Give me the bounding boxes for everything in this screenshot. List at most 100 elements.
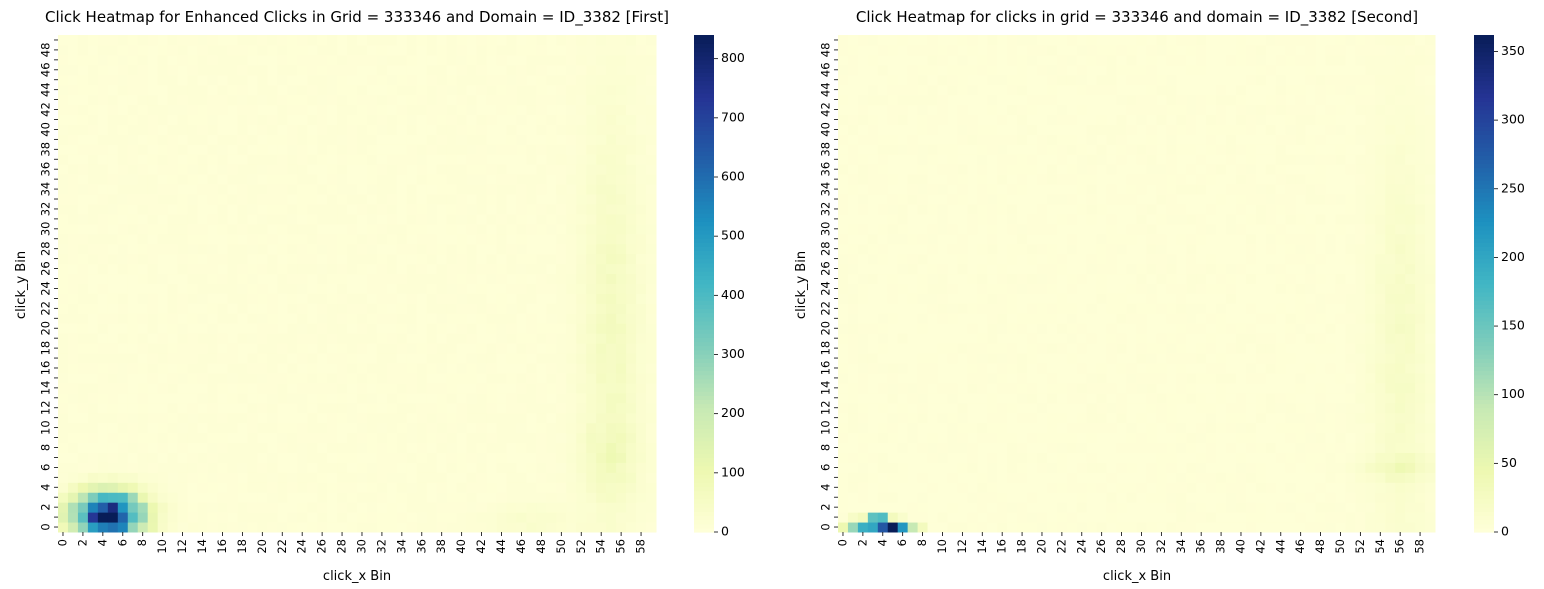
heatmap-cell <box>466 134 478 145</box>
heatmap-cell <box>357 283 368 294</box>
y-tick-label: 10 <box>39 420 53 435</box>
heatmap-cell <box>67 372 79 384</box>
heatmap-cell <box>317 392 328 404</box>
heatmap-cell <box>366 422 378 434</box>
heatmap-cell <box>907 243 919 255</box>
heatmap-cell <box>586 472 597 483</box>
heatmap-cell <box>917 273 929 284</box>
heatmap-cell <box>636 492 647 503</box>
heatmap-cell <box>386 243 398 255</box>
heatmap-cell <box>147 144 159 155</box>
heatmap-cell <box>77 283 89 294</box>
heatmap-cell <box>967 313 978 324</box>
heatmap-cell <box>556 213 567 225</box>
heatmap-cell <box>297 54 308 66</box>
heatmap-cell <box>556 472 567 483</box>
heatmap-cell <box>1315 482 1327 493</box>
heatmap-cell <box>646 303 657 314</box>
heatmap-cell <box>227 372 238 384</box>
heatmap-cell <box>997 402 1008 414</box>
heatmap-cell <box>307 233 318 245</box>
colorbar-segment <box>694 449 714 454</box>
heatmap-cell <box>1295 422 1307 434</box>
heatmap-cell <box>317 194 328 205</box>
heatmap-cell <box>237 184 248 195</box>
heatmap-cell <box>257 293 268 304</box>
heatmap-cell <box>97 104 109 116</box>
heatmap-cell <box>406 303 418 314</box>
heatmap-cell <box>436 194 448 205</box>
heatmap-cell <box>536 303 547 314</box>
heatmap-cell <box>187 512 199 523</box>
heatmap-cell <box>1146 382 1157 394</box>
heatmap-cell <box>347 184 358 195</box>
heatmap-cell <box>1315 502 1327 513</box>
heatmap-cell <box>207 323 218 334</box>
heatmap-cell <box>376 502 388 513</box>
heatmap-cell <box>327 243 338 255</box>
heatmap-cell <box>67 313 79 324</box>
heatmap-cell <box>838 392 849 404</box>
heatmap-cell <box>586 253 597 265</box>
colorbar-tick-label: 400 <box>721 287 745 302</box>
heatmap-cell <box>556 134 567 145</box>
heatmap-cell <box>957 452 968 463</box>
heatmap-cell <box>1106 353 1118 364</box>
colorbar-segment <box>694 287 714 293</box>
heatmap-cell <box>267 273 278 284</box>
heatmap-cell <box>366 54 378 66</box>
heatmap-cell <box>1295 462 1307 473</box>
heatmap-cell <box>506 35 517 46</box>
heatmap-cell <box>516 164 527 175</box>
heatmap-cell <box>1056 343 1068 354</box>
heatmap-cell <box>606 54 617 66</box>
heatmap-cell <box>526 412 537 424</box>
heatmap-cell <box>1027 522 1038 533</box>
colorbar-segment <box>694 474 714 479</box>
heatmap-cell <box>77 54 89 66</box>
heatmap-cell <box>556 44 567 56</box>
heatmap-cell <box>1345 422 1356 434</box>
heatmap-cell <box>626 402 637 414</box>
heatmap-cell <box>426 104 438 116</box>
heatmap-cell <box>586 313 597 324</box>
heatmap-cell <box>1345 472 1356 483</box>
heatmap-cell <box>1425 283 1436 294</box>
heatmap-cell <box>536 134 547 145</box>
heatmap-cell <box>526 482 537 493</box>
heatmap-cell <box>486 74 498 86</box>
heatmap-cell <box>546 452 557 463</box>
colorbar-segment <box>694 250 714 256</box>
heatmap-cell <box>337 124 348 135</box>
heatmap-cell <box>897 392 909 404</box>
heatmap-cell <box>197 233 208 245</box>
heatmap-cell <box>636 343 647 354</box>
heatmap-cell <box>947 323 958 334</box>
heatmap-cell <box>327 194 338 205</box>
heatmap-cell <box>1236 392 1247 404</box>
heatmap-cell <box>1066 502 1078 513</box>
heatmap-cell <box>616 432 627 444</box>
heatmap-cell <box>1076 253 1088 265</box>
heatmap-cell <box>167 243 179 255</box>
heatmap-cell <box>1375 253 1386 265</box>
heatmap-cell <box>546 74 557 86</box>
heatmap-cell <box>496 303 507 314</box>
heatmap-cell <box>137 492 149 503</box>
heatmap-cell <box>257 323 268 334</box>
heatmap-cell <box>1216 522 1227 533</box>
heatmap-cell <box>1126 343 1137 354</box>
heatmap-cell <box>197 492 208 503</box>
heatmap-cell <box>1415 353 1426 364</box>
heatmap-cell <box>436 174 448 185</box>
heatmap-cell <box>1375 482 1386 493</box>
heatmap-cell <box>416 333 428 344</box>
heatmap-cell <box>127 412 139 424</box>
heatmap-cell <box>347 273 358 284</box>
heatmap-cell <box>1166 482 1177 493</box>
heatmap-cell <box>516 263 527 275</box>
heatmap-cell <box>237 492 248 503</box>
heatmap-cell <box>1375 392 1386 404</box>
heatmap-cell <box>287 64 298 76</box>
heatmap-cell <box>157 203 169 215</box>
